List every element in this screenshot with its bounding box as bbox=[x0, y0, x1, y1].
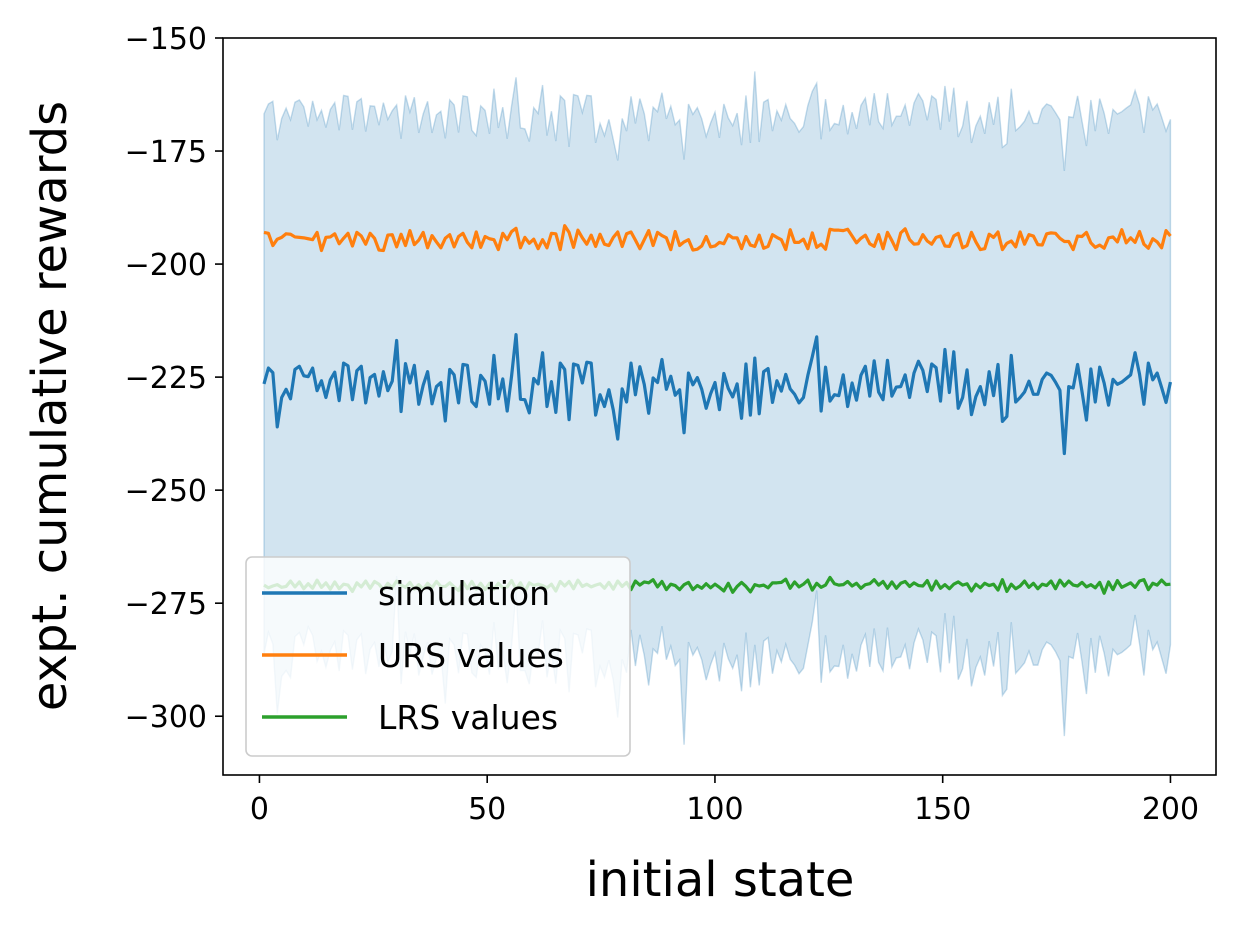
series-line-simulation bbox=[262, 333, 1173, 456]
axes-frame bbox=[222, 37, 1217, 776]
x-tick-label: 100 bbox=[686, 792, 743, 827]
x-tick-label: 150 bbox=[914, 792, 971, 827]
x-tick-label: 0 bbox=[250, 792, 269, 827]
legend: simulation URS values LRS values bbox=[245, 556, 631, 757]
legend-label-simulation: simulation bbox=[378, 574, 550, 613]
y-tick-label: −225 bbox=[125, 361, 207, 396]
series-line-urs-values bbox=[263, 224, 1172, 253]
legend-label-urs: URS values bbox=[378, 636, 564, 675]
y-tick-label: −150 bbox=[125, 22, 207, 57]
y-tick-label: −175 bbox=[125, 135, 207, 170]
y-tick-label: −200 bbox=[125, 248, 207, 283]
y-tick-label: −275 bbox=[125, 587, 207, 622]
legend-box bbox=[245, 556, 631, 757]
y-tick-label: −250 bbox=[125, 474, 207, 509]
y-axis-label: expt. cumulative rewards bbox=[22, 101, 78, 711]
x-tick-label: 50 bbox=[468, 792, 506, 827]
x-tick-label: 200 bbox=[1142, 792, 1199, 827]
y-tick-label: −300 bbox=[125, 700, 207, 735]
legend-label-lrs: LRS values bbox=[378, 698, 558, 737]
axis-ticks: 0 50 100 150 200 −150 −175 −200 −225 −250 −275 −300 bbox=[125, 22, 1199, 827]
x-axis-label: initial state bbox=[586, 852, 855, 908]
